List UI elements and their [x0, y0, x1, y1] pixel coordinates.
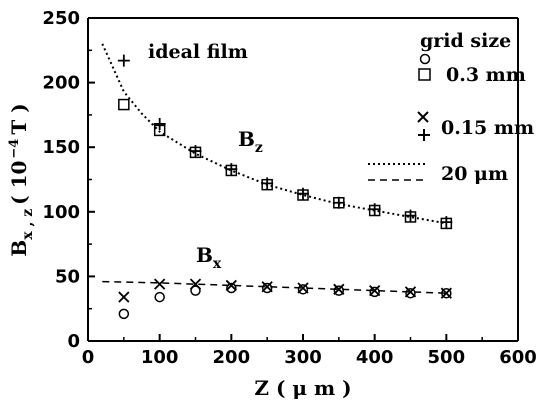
ticks: 0 100 200 300 400 500 600 0 50 100 150 200 250: [42, 8, 536, 368]
circle-point-bx: [190, 285, 201, 296]
x-tick-label: 600: [499, 347, 537, 368]
x-tick-label: 100: [141, 347, 179, 368]
x-tick-label: 400: [356, 347, 394, 368]
cross-point-bx: [118, 291, 130, 303]
plus-point-bz: [297, 187, 309, 200]
circle-point-bx: [441, 287, 452, 299]
legend-cross-marker: [417, 111, 429, 123]
cross-point-bx: [189, 278, 202, 290]
cross-point-bx: [440, 287, 452, 299]
bx-label-sub: x: [213, 256, 222, 272]
legend-square-marker: [418, 68, 431, 81]
bz-label-sub: z: [255, 140, 263, 156]
plus-point-bz: [117, 54, 130, 67]
y-axis-title-exp: −4: [7, 139, 22, 159]
y-axis-title-sub: x , z: [20, 209, 36, 240]
plus-point-bz: [261, 177, 274, 190]
y-axis-title-unit: T ): [7, 103, 31, 134]
plus-point-bz: [332, 196, 345, 209]
y-tick-label: 0: [67, 331, 80, 352]
bx-label: Bx: [196, 243, 222, 272]
plus-point-bz: [225, 163, 238, 176]
legend-plus-marker: [418, 129, 430, 141]
legend-circle-marker: [419, 53, 431, 65]
svg-text:Bx , z( 10−4T ): Bx , z ( 10−4 T ): [7, 103, 36, 256]
y-tick-label: 100: [42, 202, 80, 223]
y-tick-label: 250: [42, 8, 80, 29]
y-axis-title-main: B: [7, 240, 31, 257]
cross-point-bx: [369, 284, 381, 297]
x-tick-label: 300: [284, 347, 322, 368]
circle-point-bx: [226, 282, 237, 294]
square-point-bz: [118, 98, 130, 111]
plus-point-bz: [368, 203, 381, 216]
x-tick-label: 200: [213, 347, 251, 368]
circle-point-bx: [405, 287, 416, 299]
cross-point-bx: [261, 281, 273, 293]
circle-point-bx: [261, 282, 273, 294]
cross-point-bx: [333, 283, 345, 295]
plus-point-bz: [404, 209, 417, 222]
x-tick-label: 0: [82, 347, 95, 368]
legend: grid size 0.3 mm 0.15 mm 20 μm: [368, 30, 534, 185]
model-line-bx: [102, 280, 447, 294]
circle-point-bx: [369, 286, 380, 298]
circle-point-bx: [118, 308, 130, 320]
y-axis-title-rest: ( 10: [7, 161, 31, 205]
circle-point-bx: [297, 284, 309, 295]
plus-point-bz: [153, 117, 166, 130]
circle-point-bx: [154, 291, 165, 303]
bx-label-main: B: [196, 243, 213, 267]
y-tick-label: 50: [55, 266, 80, 287]
cross-point-bx: [225, 279, 237, 292]
cross-point-bx: [154, 278, 166, 290]
y-tick-label: 200: [42, 73, 80, 94]
model-lines: [101, 43, 447, 294]
cross-point-bx: [404, 286, 417, 298]
circle-point-bx: [333, 285, 345, 296]
x-tick-label: 500: [428, 347, 466, 368]
cross-point-bx: [297, 282, 309, 294]
y-axis-title: Bx , z ( 10−4 T ): [7, 103, 36, 256]
legend-entry-20um: 20 μm: [441, 163, 508, 185]
y-tick-label: 150: [42, 137, 80, 158]
x-axis-title: Z ( μ m ): [254, 376, 351, 400]
plus-point-bz: [440, 216, 453, 229]
bz-label-main: B: [238, 127, 255, 151]
legend-entry-03mm: 0.3 mm: [446, 64, 526, 86]
legend-title: grid size: [420, 30, 511, 52]
model-line-bz: [101, 43, 447, 225]
bz-label: Bz: [238, 127, 263, 156]
plus-point-bz: [189, 145, 202, 158]
legend-entry-015mm: 0.15 mm: [441, 117, 534, 139]
ideal-film-label: ideal film: [148, 41, 248, 63]
data-markers: [117, 54, 453, 320]
